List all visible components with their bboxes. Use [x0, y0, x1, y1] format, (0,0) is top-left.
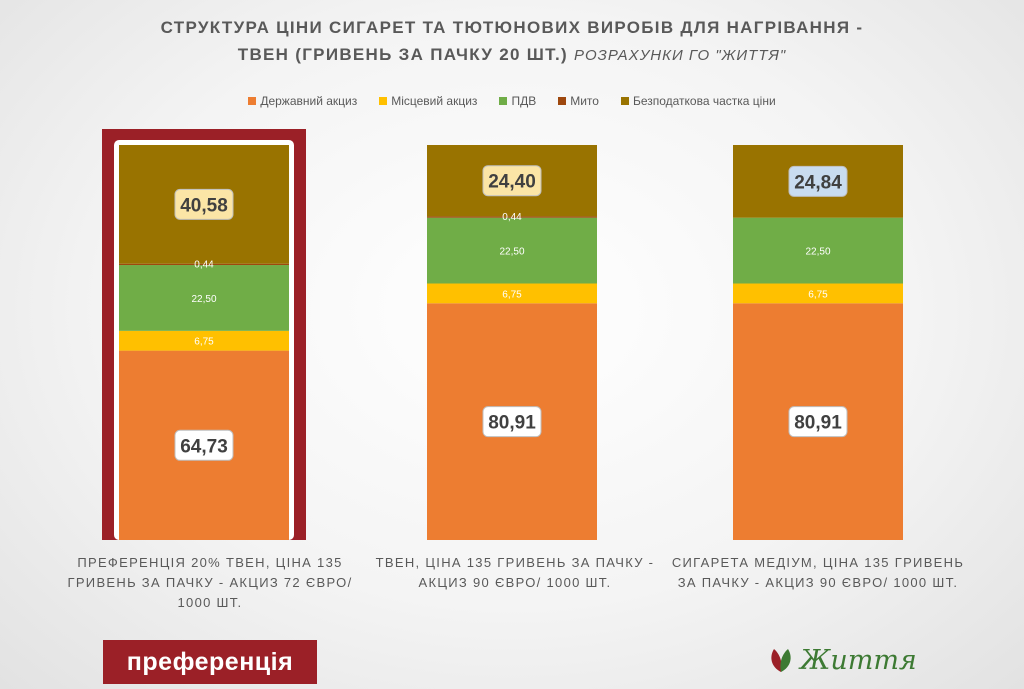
data-label: 6,75: [502, 289, 522, 300]
chart-title-line1: СТРУКТУРА ЦІНИ СИГАРЕТ ТА ТЮТЮНОВИХ ВИРО…: [160, 18, 864, 37]
bar-segment-local_excise: [119, 330, 289, 351]
chart-title: СТРУКТУРА ЦІНИ СИГАРЕТ ТА ТЮТЮНОВИХ ВИРО…: [0, 14, 1024, 69]
data-label: 0,44: [194, 259, 214, 270]
legend-item-5: Безподаткова частка ціни: [620, 94, 776, 108]
data-label: 22,50: [191, 294, 216, 305]
data-label: 6,75: [194, 337, 214, 348]
legend-item-1: Державний акциз: [248, 94, 357, 108]
legend-label: Місцевий акциз: [391, 94, 478, 108]
data-label: 22,50: [805, 247, 830, 258]
data-label: 64,73: [180, 436, 228, 457]
bar-segment-duty: [119, 263, 289, 266]
preference-badge: преференція: [103, 640, 317, 684]
data-label-box: [788, 406, 848, 438]
legend-item-2: Місцевий акциз: [379, 94, 477, 108]
legend-label: Державний акциз: [260, 94, 358, 108]
data-label-box: [482, 406, 542, 438]
data-label: 6,75: [808, 289, 828, 300]
data-label: 22,50: [499, 247, 524, 258]
zhyttia-logo: Життя: [766, 640, 917, 680]
legend-label: Безподаткова частка ціни: [632, 94, 776, 108]
data-label-box: [482, 165, 542, 197]
data-label: 80,91: [488, 413, 536, 434]
legend-label: Мито: [570, 94, 599, 108]
logo-text: Життя: [800, 644, 917, 676]
category-label-3: СИГАРЕТА МЕДІУМ, ЦІНА 135 ГРИВЕНЬ ЗА ПАЧ…: [671, 555, 965, 590]
data-label-box: [788, 165, 848, 197]
chart-legend: Державний акциз Місцевий акциз ПДВ Мито Безп…: [0, 94, 1024, 108]
legend-swatch: [499, 97, 508, 105]
legend-swatch: [248, 97, 257, 105]
chart-title-line2: ТВЕН (ГРИВЕНЬ ЗА ПАЧКУ 20 ШТ.) РОЗРАХУНК…: [0, 41, 1024, 69]
bar-segment-local_excise: [427, 283, 597, 304]
legend-label: ПДВ: [511, 94, 537, 108]
data-label: 40,58: [180, 195, 228, 216]
bar-segment-duty: [427, 216, 597, 218]
leaf-icon: [771, 649, 791, 672]
data-label-box: [174, 429, 234, 461]
legend-item-3: ПДВ: [499, 94, 536, 108]
bar-segment-vat: [733, 217, 903, 284]
legend-swatch: [558, 97, 567, 105]
data-label: 24,84: [794, 172, 842, 193]
data-label: 24,40: [488, 172, 536, 193]
bar-segment-vat: [119, 265, 289, 331]
data-label-box: [174, 188, 234, 220]
legend-swatch: [379, 97, 388, 105]
data-label: 0,44: [502, 212, 522, 223]
legend-item-4: Мито: [558, 94, 599, 108]
category-label-1: ПРЕФЕРЕНЦІЯ 20% ТВЕН, ЦІНА 135 ГРИВЕНЬ З…: [67, 555, 353, 610]
chart-title-main: ТВЕН (ГРИВЕНЬ ЗА ПАЧКУ 20 ШТ.): [237, 45, 568, 64]
data-label: 80,91: [794, 413, 842, 434]
category-label-2: ТВЕН, ЦІНА 135 ГРИВЕНЬ ЗА ПАЧКУ - АКЦИЗ …: [375, 555, 655, 590]
bar-segment-local_excise: [733, 283, 903, 304]
bar-segment-vat: [427, 217, 597, 284]
chart-subtitle: РОЗРАХУНКИ ГО "ЖИТТЯ": [573, 47, 787, 64]
legend-swatch: [620, 97, 629, 105]
